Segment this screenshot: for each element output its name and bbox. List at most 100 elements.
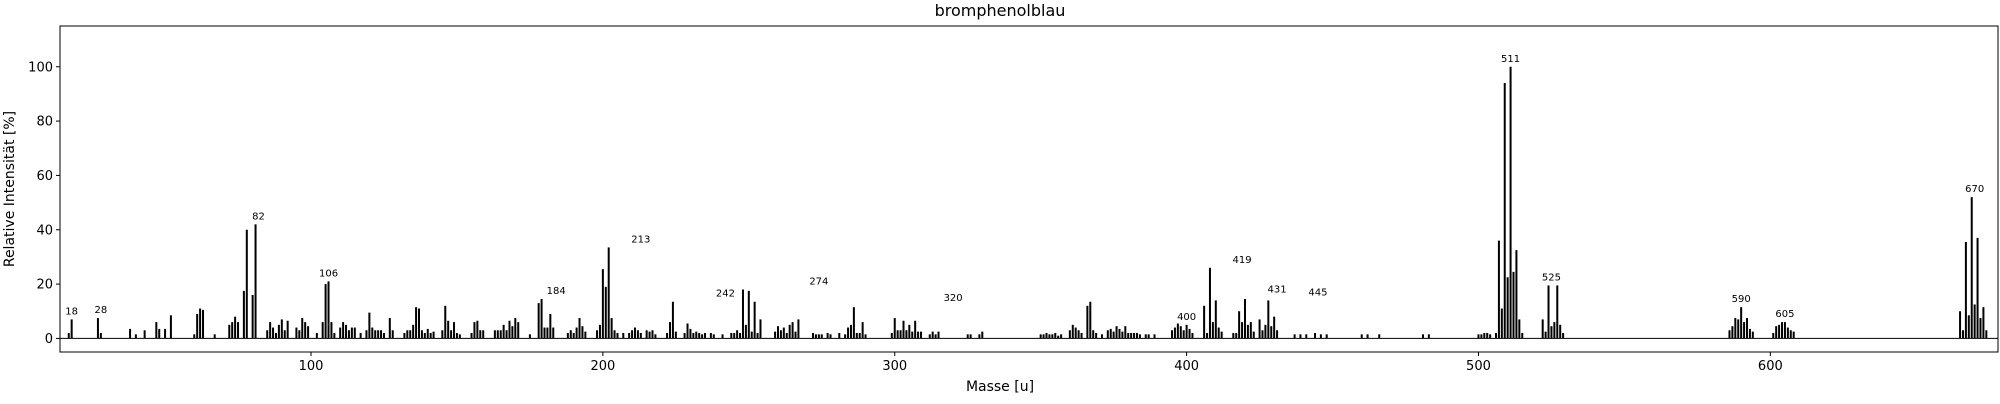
spectrum-bar [1124,326,1127,339]
spectrum-bar [280,319,283,339]
spectrum-bar [251,294,254,339]
spectrum-bar [1500,308,1503,339]
spectrum-bar [546,327,549,339]
spectrum-bar [1214,300,1217,339]
spectrum-bar [596,330,599,339]
peak-label: 242 [716,289,735,300]
spectrum-bar [739,332,742,339]
y-tick-label: 0 [45,332,53,347]
spectrum-bar [607,247,610,339]
spectrum-bar [782,327,785,339]
peak-label: 670 [1965,184,1984,195]
spectrum-bar [158,328,161,339]
spectrum-bar [1314,332,1317,339]
spectrum-bar [1185,324,1188,339]
spectrum-bar [1748,328,1751,339]
spectrum-bar [1976,237,1979,339]
spectrum-bar [505,330,508,339]
spectrum-bar [283,330,286,339]
spectrum-bar [333,332,336,339]
spectrum-bar [747,290,750,339]
spectrum-bar [1264,324,1267,339]
spectrum-bar [1494,332,1497,339]
spectrum-bar [1325,334,1328,339]
spectrum-bar [345,324,348,339]
spectrum-bar [914,320,917,339]
spectrum-bar [1781,322,1784,339]
spectrum-bar [730,332,733,339]
spectrum-bar [671,301,674,339]
peak-label: 28 [94,305,107,316]
spectrum-bar [654,334,657,339]
spectrum-bar [1042,334,1045,339]
spectrum-bar [324,284,327,339]
spectrum-bar [403,332,406,339]
spectrum-bar [202,309,205,339]
spectrum-bar [601,269,604,339]
spectrum-bar [228,324,231,339]
spectrum-bar [1728,330,1731,339]
spectrum-bar [1477,334,1480,339]
spectrum-bar [143,330,146,339]
spectrum-bar [817,334,820,339]
spectrum-bar [820,334,823,339]
spectrum-bar [1967,315,1970,339]
plot-area: 18 28 82 106 184 213 242 274 320 400 419 431 445 511 5… [60,54,1998,339]
x-tick-label: 600 [1758,359,1783,374]
spectrum-bar [1792,331,1795,339]
spectrum-bar [1089,301,1092,339]
spectrum-bar [382,332,385,339]
spectrum-bar [1130,332,1133,339]
spectrum-bar [604,286,607,339]
spectrum-bar [1518,319,1521,339]
spectrum-bar [829,334,832,339]
spectrum-bar [736,330,739,339]
spectrum-bar [429,332,432,339]
spectrum-bar [1188,328,1191,339]
spectrum-bar [514,318,517,339]
spectrum-bar [838,332,841,339]
spectrum-bar [636,330,639,339]
spectrum-bar [1267,300,1270,339]
spectrum-bar [447,320,450,339]
spectrum-bar [1751,331,1754,339]
spectrum-bar [1973,304,1976,339]
spectrum-bar [753,301,756,339]
spectrum-bar [1249,322,1252,339]
spectrum-bar [1276,330,1279,339]
spectrum-bar [785,332,788,339]
spectrum-bar [540,299,543,339]
spectrum-bar [415,307,418,339]
spectrum-bar [359,332,362,339]
spectrum-bar [552,327,555,339]
spectrum-bar [1077,330,1080,339]
spectrum-bar [934,334,937,339]
spectrum-bar [231,322,234,339]
spectrum-bar [1366,334,1369,339]
spectrum-bar [969,334,972,339]
spectrum-bar [788,324,791,339]
peak-label: 525 [1542,272,1561,283]
spectrum-bar [1118,328,1121,339]
spectrum-bar [709,332,712,339]
spectrum-bar [645,330,648,339]
spectrum-bar [458,334,461,339]
spectrum-bar [164,328,167,339]
spectrum-bar [1138,334,1141,339]
x-tick-label: 400 [1174,359,1199,374]
peak-label: 274 [809,277,828,288]
spectrum-bar [1112,331,1115,339]
spectrum-bar [479,330,482,339]
spectrum-bar [633,327,636,339]
spectrum-bar [304,322,307,339]
spectrum-bar [721,334,724,339]
spectrum-bar [377,330,380,339]
spectrum-bar [441,330,444,339]
spectrum-bar [342,322,345,339]
spectrum-bar [496,330,499,339]
spectrum-bar [1541,319,1544,339]
spectrum-bar [1135,332,1138,339]
spectrum-bar [450,330,453,339]
spectrum-bar [756,332,759,339]
